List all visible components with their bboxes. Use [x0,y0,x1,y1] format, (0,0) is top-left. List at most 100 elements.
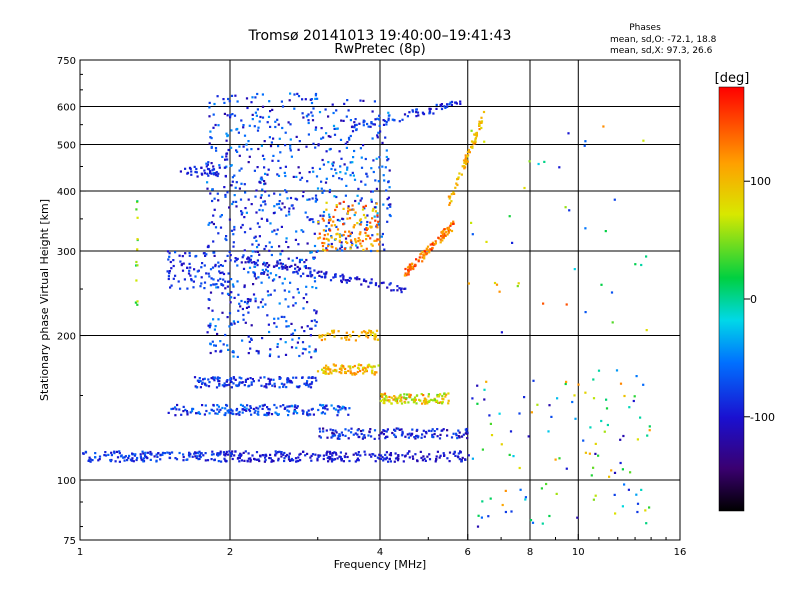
data-point [428,453,431,456]
data-point [339,367,342,370]
data-point [182,405,185,408]
data-point [436,399,439,402]
data-point [315,310,318,313]
data-point [227,411,230,414]
data-point [348,138,351,141]
data-point [335,431,338,434]
data-point [295,346,298,349]
data-point [265,454,268,457]
data-point [224,280,227,283]
data-point [330,460,334,463]
data-point [334,364,337,367]
data-point [362,279,366,282]
data-point [283,289,286,292]
data-point [228,250,231,253]
data-point [487,515,490,518]
data-point [271,384,274,387]
data-point [286,268,289,271]
data-point [408,456,411,459]
data-point [342,276,345,279]
data-point [215,149,218,152]
data-point [340,459,343,462]
data-point [345,240,348,243]
data-point [359,242,362,245]
data-point [478,128,481,131]
data-point [603,430,606,433]
data-point [347,136,351,139]
data-point [242,267,246,270]
data-point [446,434,449,437]
data-point [209,342,212,345]
data-point [448,203,451,206]
data-point [360,331,363,334]
data-point [351,171,354,174]
data-point [565,303,568,306]
data-point [225,235,228,238]
data-point [375,329,379,332]
data-point [416,394,419,397]
data-point [371,137,374,140]
data-point [319,436,322,439]
data-point [186,266,189,269]
data-point [347,205,350,208]
data-point [210,221,214,224]
data-point [225,132,228,135]
data-point [234,94,237,97]
data-point [218,380,221,383]
data-point [416,460,419,463]
data-point [144,454,147,458]
data-point [268,136,271,139]
data-point [613,493,616,496]
data-point [245,409,248,412]
data-point [283,171,286,174]
data-point [374,179,377,182]
data-point [161,451,165,454]
colorbar-tick-label: -100 [750,411,775,424]
data-point [383,457,386,460]
data-point [275,325,278,328]
data-point [243,459,246,462]
data-point [222,451,225,454]
data-point [327,135,330,138]
data-point [297,148,300,151]
data-point [204,452,207,455]
data-point [240,182,243,185]
data-point [380,393,383,396]
data-point [357,451,360,454]
data-point [335,172,338,175]
data-point [142,452,145,455]
data-point [388,283,391,286]
data-point [259,204,263,207]
data-point [432,112,435,115]
data-point [277,413,280,416]
data-point [231,450,234,453]
data-point [464,156,467,159]
data-point [314,97,317,100]
data-point [319,454,322,457]
data-point [224,452,228,455]
data-point [248,298,251,301]
data-point [485,380,488,383]
data-point [290,457,293,461]
data-point [321,368,324,371]
data-point [349,232,352,235]
data-point [205,253,208,256]
y-tick-label: 750 [57,56,76,67]
data-point [122,456,125,459]
data-point [283,277,286,280]
data-point [223,382,226,385]
data-point [357,237,360,240]
data-point [434,242,437,245]
data-point [289,138,292,141]
data-point [327,460,330,463]
data-point [239,454,242,458]
data-point [409,267,412,270]
data-point [338,150,341,153]
data-point [326,436,329,439]
data-point [378,114,381,117]
data-point [640,263,643,267]
data-point [443,232,446,235]
data-point [243,284,246,287]
data-point [304,454,307,457]
data-point [89,458,92,461]
